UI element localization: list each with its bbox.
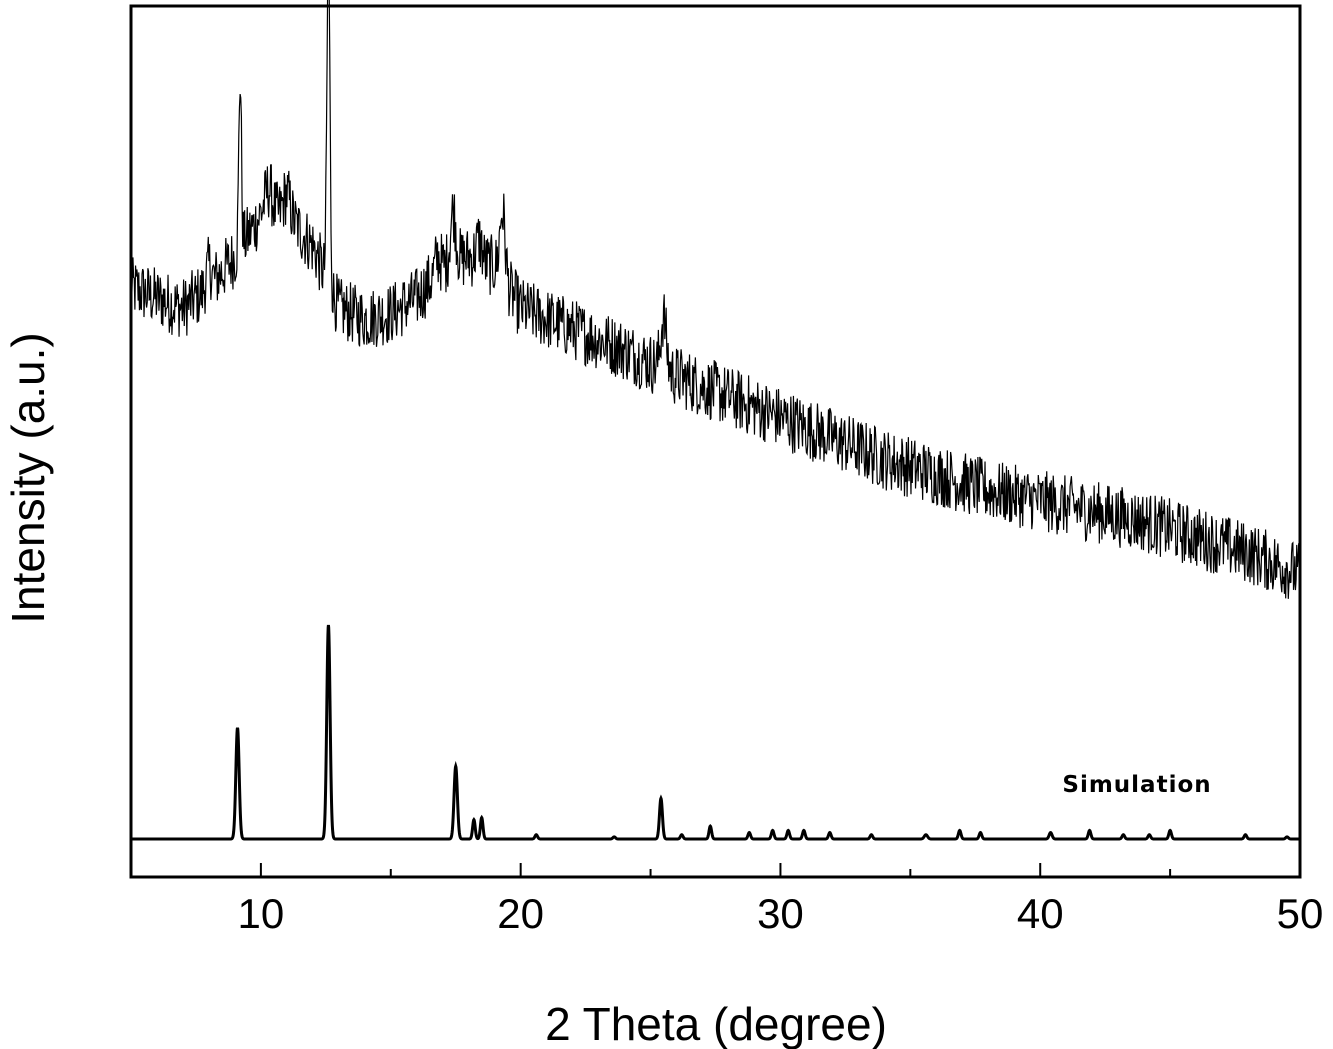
x-tick-label-30: 30 bbox=[757, 890, 804, 937]
series-experimental-line bbox=[130, 0, 1301, 599]
x-axis-tick-labels: 10 20 30 40 50 bbox=[238, 890, 1324, 937]
x-axis-title: 2 Theta (degree) bbox=[545, 998, 887, 1049]
y-axis-title: Intensity (a.u.) bbox=[2, 332, 54, 623]
annotation-simulation: Simulation bbox=[1062, 772, 1211, 798]
x-tick-label-50: 50 bbox=[1277, 890, 1324, 937]
x-tick-label-20: 20 bbox=[497, 890, 544, 937]
plot-frame bbox=[129, 4, 1302, 879]
x-tick-label-40: 40 bbox=[1017, 890, 1064, 937]
x-tick-label-10: 10 bbox=[238, 890, 285, 937]
series-simulated-line bbox=[131, 624, 1300, 841]
x-axis-ticks bbox=[130, 863, 1301, 877]
